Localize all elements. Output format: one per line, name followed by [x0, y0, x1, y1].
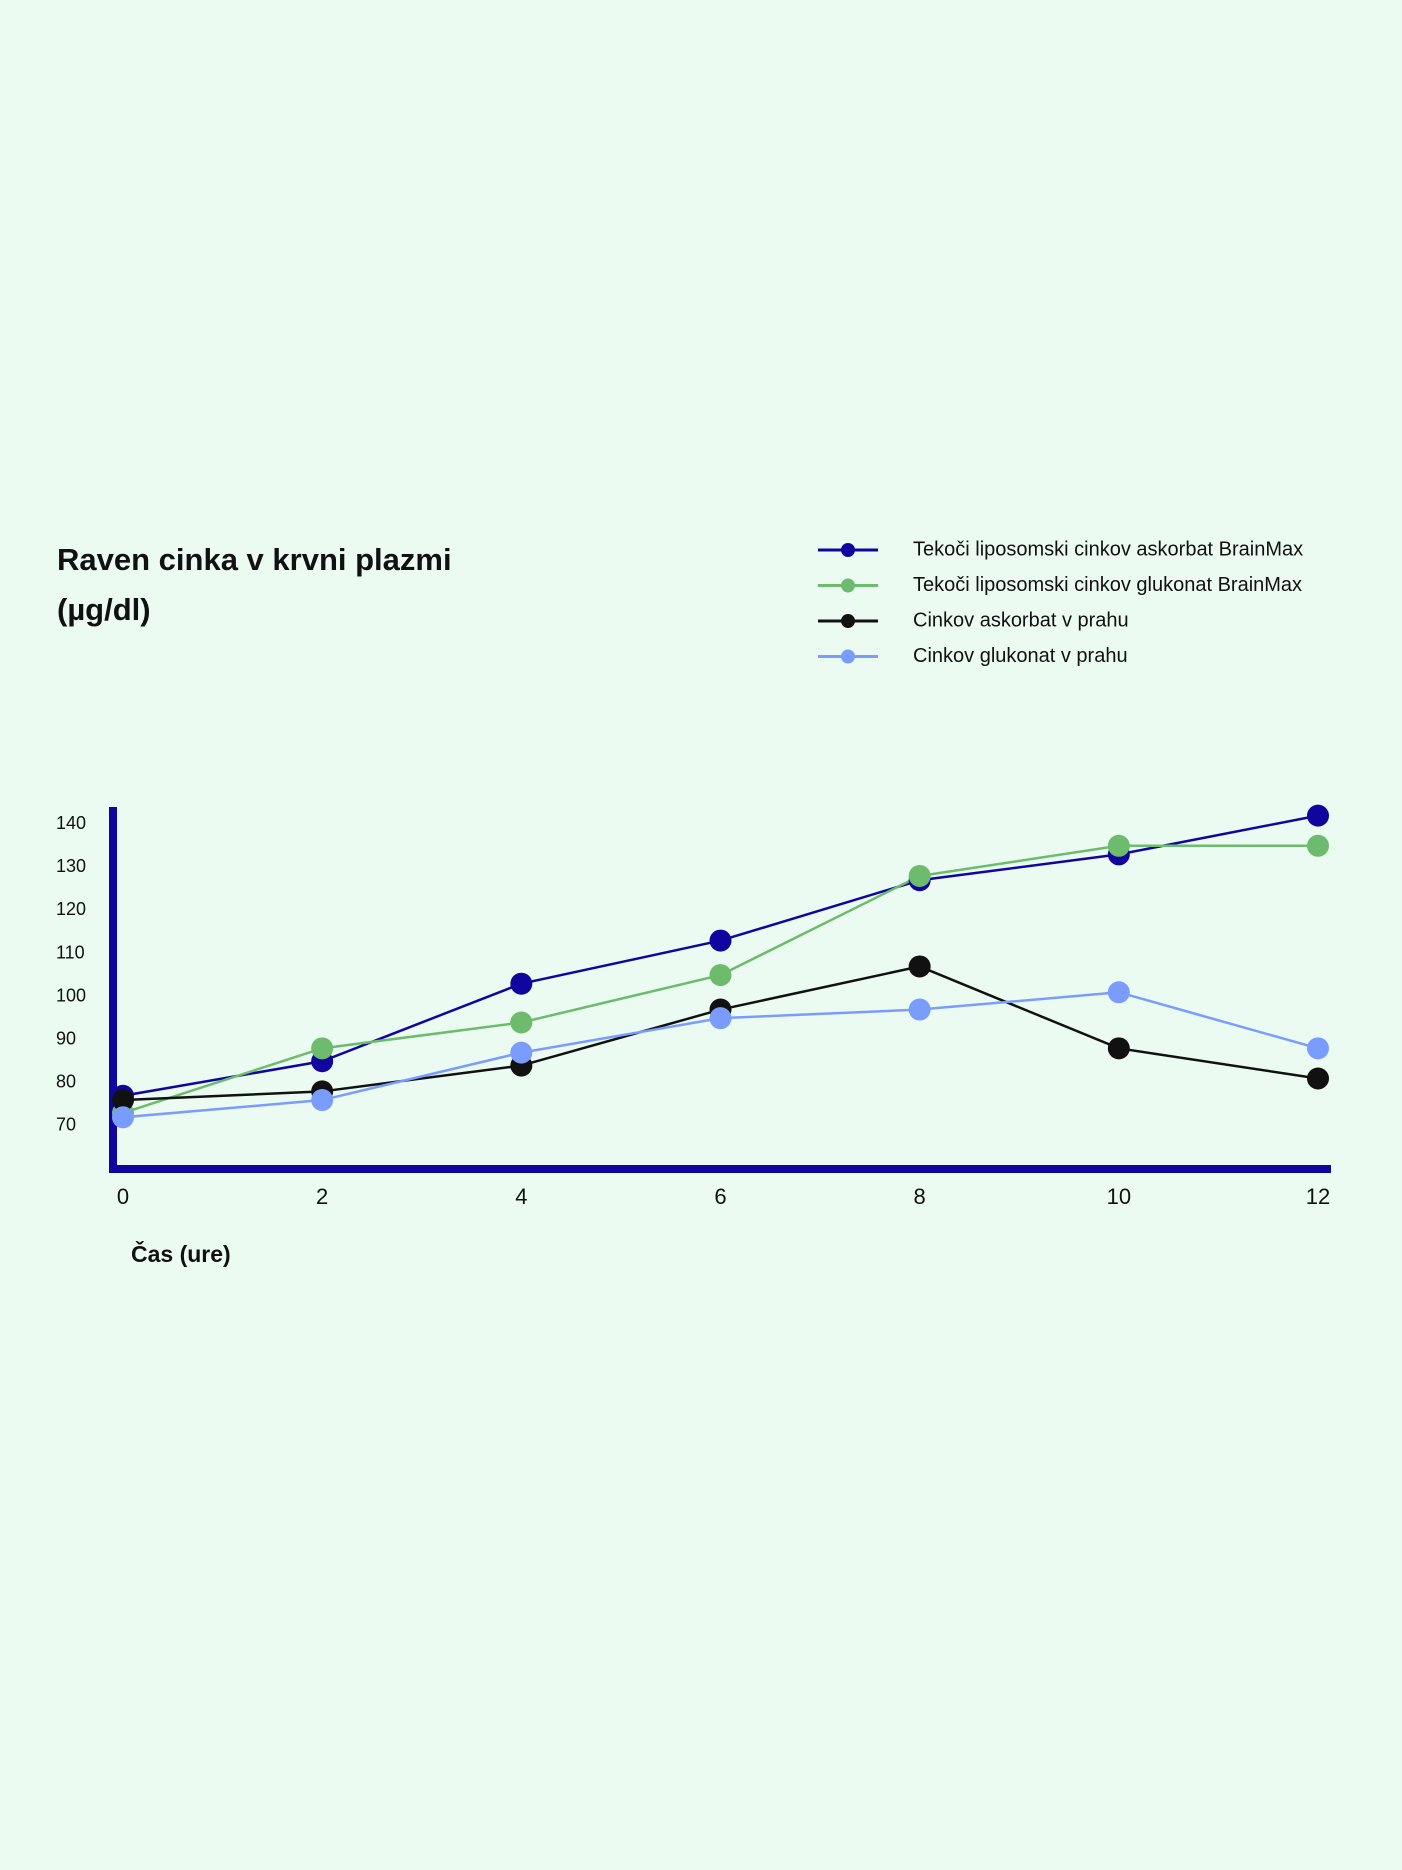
x-axis-label: Čas (ure) — [131, 1240, 231, 1267]
y-tick-label: 70 — [56, 1115, 76, 1135]
data-point — [510, 1011, 533, 1034]
legend-marker — [841, 649, 855, 664]
data-point — [908, 955, 931, 978]
data-point — [709, 929, 732, 952]
data-point — [709, 1007, 732, 1030]
data-point — [510, 972, 533, 995]
legend-label: Tekoči liposomski cinkov askorbat BrainM… — [913, 538, 1303, 560]
chart-title: Raven cinka v krvni plazmi (µg/dl) — [57, 542, 452, 627]
data-point — [709, 964, 732, 987]
legend-label: Tekoči liposomski cinkov glukonat BrainM… — [913, 574, 1302, 596]
x-tick-label: 8 — [914, 1184, 926, 1209]
x-tick-label: 4 — [515, 1184, 527, 1209]
data-point — [1307, 804, 1329, 827]
legend-label: Cinkov glukonat v prahu — [913, 645, 1128, 667]
data-point — [1307, 834, 1329, 857]
y-tick-label: 90 — [56, 1028, 76, 1048]
data-point — [1307, 1067, 1329, 1090]
data-point — [1107, 981, 1130, 1004]
y-tick-label: 130 — [56, 856, 86, 876]
data-point — [1307, 1037, 1329, 1060]
data-point — [112, 1106, 134, 1129]
legend-marker — [841, 614, 855, 628]
y-tick-label: 140 — [56, 813, 86, 833]
x-tick-label: 2 — [316, 1184, 328, 1209]
y-tick-label: 110 — [56, 942, 85, 962]
data-point — [112, 1089, 134, 1112]
data-point — [1107, 1037, 1130, 1060]
legend-marker — [841, 578, 855, 593]
y-tick-label: 80 — [56, 1072, 76, 1092]
data-point — [510, 1041, 533, 1064]
x-tick-label: 10 — [1107, 1184, 1131, 1209]
data-point — [908, 998, 931, 1021]
series-line — [122, 965, 1319, 1102]
data-point — [311, 1089, 334, 1112]
x-tick-label: 6 — [714, 1184, 726, 1209]
legend-marker — [841, 543, 855, 557]
data-point — [908, 864, 931, 887]
x-tick-label: 0 — [117, 1184, 129, 1209]
legend-label: Cinkov askorbat v prahu — [913, 609, 1129, 631]
x-tick-label: 12 — [1306, 1184, 1330, 1209]
y-tick-label: 100 — [56, 985, 86, 1005]
data-point — [311, 1037, 334, 1060]
y-tick-label: 120 — [56, 899, 86, 919]
data-point — [1107, 834, 1130, 857]
